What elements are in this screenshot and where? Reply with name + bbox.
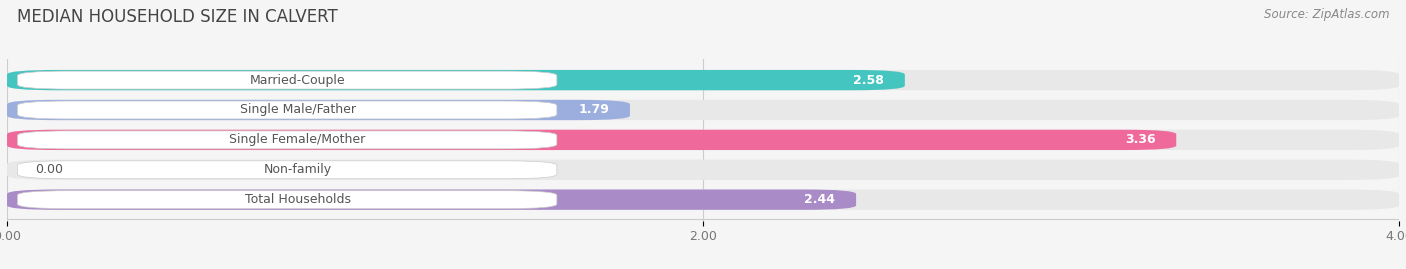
Text: Single Female/Mother: Single Female/Mother xyxy=(229,133,366,146)
FancyBboxPatch shape xyxy=(7,130,1399,150)
Text: 2.44: 2.44 xyxy=(804,193,835,206)
FancyBboxPatch shape xyxy=(7,189,856,210)
FancyBboxPatch shape xyxy=(17,101,557,119)
FancyBboxPatch shape xyxy=(17,191,557,209)
FancyBboxPatch shape xyxy=(17,161,557,179)
Text: Single Male/Father: Single Male/Father xyxy=(239,104,356,116)
FancyBboxPatch shape xyxy=(7,70,1399,90)
Text: 3.36: 3.36 xyxy=(1125,133,1156,146)
Text: Married-Couple: Married-Couple xyxy=(250,74,346,87)
FancyBboxPatch shape xyxy=(7,160,1399,180)
FancyBboxPatch shape xyxy=(7,130,1177,150)
FancyBboxPatch shape xyxy=(17,71,557,89)
Text: 2.58: 2.58 xyxy=(853,74,884,87)
Text: Non-family: Non-family xyxy=(263,163,332,176)
Text: Total Households: Total Households xyxy=(245,193,350,206)
FancyBboxPatch shape xyxy=(17,131,557,149)
FancyBboxPatch shape xyxy=(7,189,1399,210)
Text: 1.79: 1.79 xyxy=(578,104,609,116)
FancyBboxPatch shape xyxy=(7,70,905,90)
FancyBboxPatch shape xyxy=(7,100,1399,120)
Text: 0.00: 0.00 xyxy=(35,163,63,176)
FancyBboxPatch shape xyxy=(7,100,630,120)
Text: MEDIAN HOUSEHOLD SIZE IN CALVERT: MEDIAN HOUSEHOLD SIZE IN CALVERT xyxy=(17,8,337,26)
Text: Source: ZipAtlas.com: Source: ZipAtlas.com xyxy=(1264,8,1389,21)
